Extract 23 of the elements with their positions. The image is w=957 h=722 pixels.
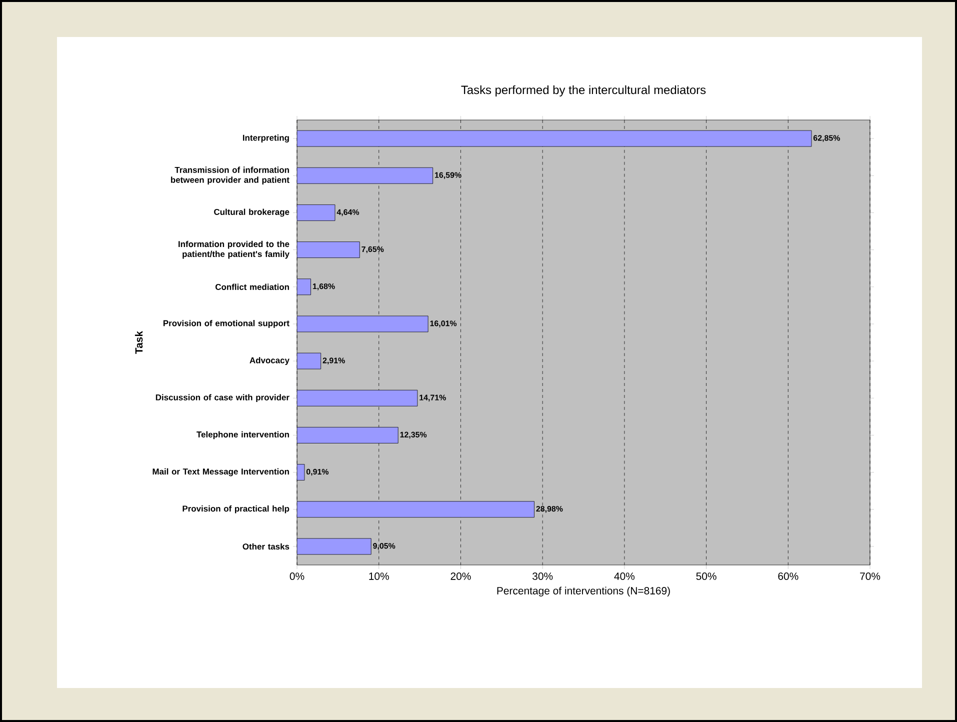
x-tick-label: 60% [778,572,798,580]
y-tick-label: Telephone intervention [196,431,289,440]
x-tick-label: 70% [860,572,880,580]
x-axis-title: Percentage of interventions (N=8169) [497,586,670,597]
y-tick-label: Other tasks [242,543,290,550]
y-tick-label: Advocacy [250,357,290,365]
x-tick-label: 20% [450,572,471,580]
chart-title: Tasks performed by the intercultural mediators [461,85,706,96]
y-tick-label: Cultural brokerage [214,208,290,217]
y-tick-label: Discussion of case with provider [156,394,290,402]
y-tick-label: Conflict mediation [216,284,289,290]
y-tick-label: Interpreting [243,134,289,142]
y-axis-title: Task [134,330,143,354]
y-tick-label: Transmission of information between provider and patient [171,166,290,185]
y-tick-label: Information provided to the patient/the patient's family [178,240,290,259]
x-tick-label: 10% [369,572,389,580]
x-tick-label: 40% [614,572,635,580]
y-tick-label: Mail or Text Message Intervention [152,468,289,476]
x-tick-label: 0% [290,572,304,580]
x-tick-label: 50% [696,572,716,580]
y-tick-label: Provision of emotional support [163,320,290,328]
x-tick-label: 30% [532,572,553,580]
y-tick-label: Provision of practical help [182,505,290,514]
